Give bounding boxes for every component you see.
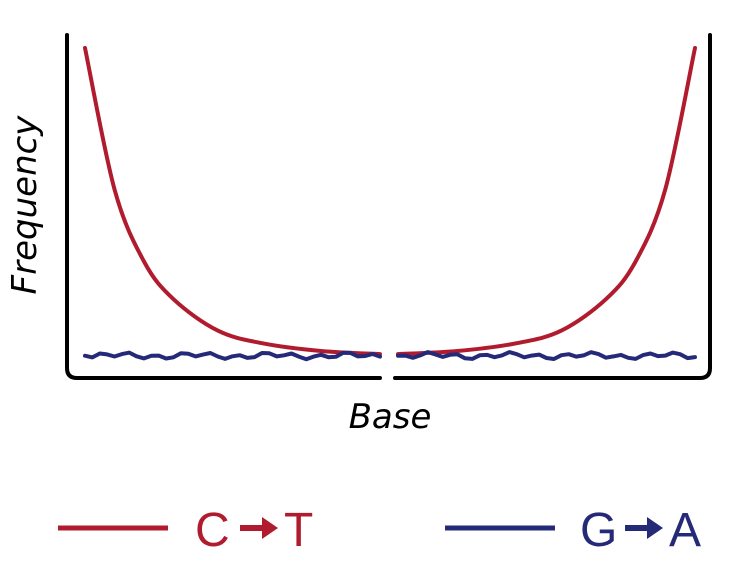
- g-to-a-series-line-left: [83, 350, 382, 362]
- left-axis-frame: [65, 33, 382, 380]
- c-to-t-series-line-left: [83, 46, 382, 357]
- right-axis-frame: [393, 33, 712, 380]
- arrow-right-icon: [625, 517, 663, 539]
- c-to-t-series-line-right: [396, 46, 697, 357]
- legend-from-label: G: [580, 504, 617, 557]
- x-axis-label: Base: [349, 397, 432, 437]
- axis-frame: [65, 33, 712, 380]
- arrow-right-icon: [240, 517, 278, 539]
- legend-from-label: C: [195, 504, 230, 557]
- y-axis-label: Frequency: [5, 115, 45, 295]
- legend-to-label: T: [284, 504, 313, 557]
- g-to-a-series-line-right: [396, 350, 697, 361]
- series-layer: [83, 46, 697, 362]
- legend-to-label: A: [669, 504, 701, 557]
